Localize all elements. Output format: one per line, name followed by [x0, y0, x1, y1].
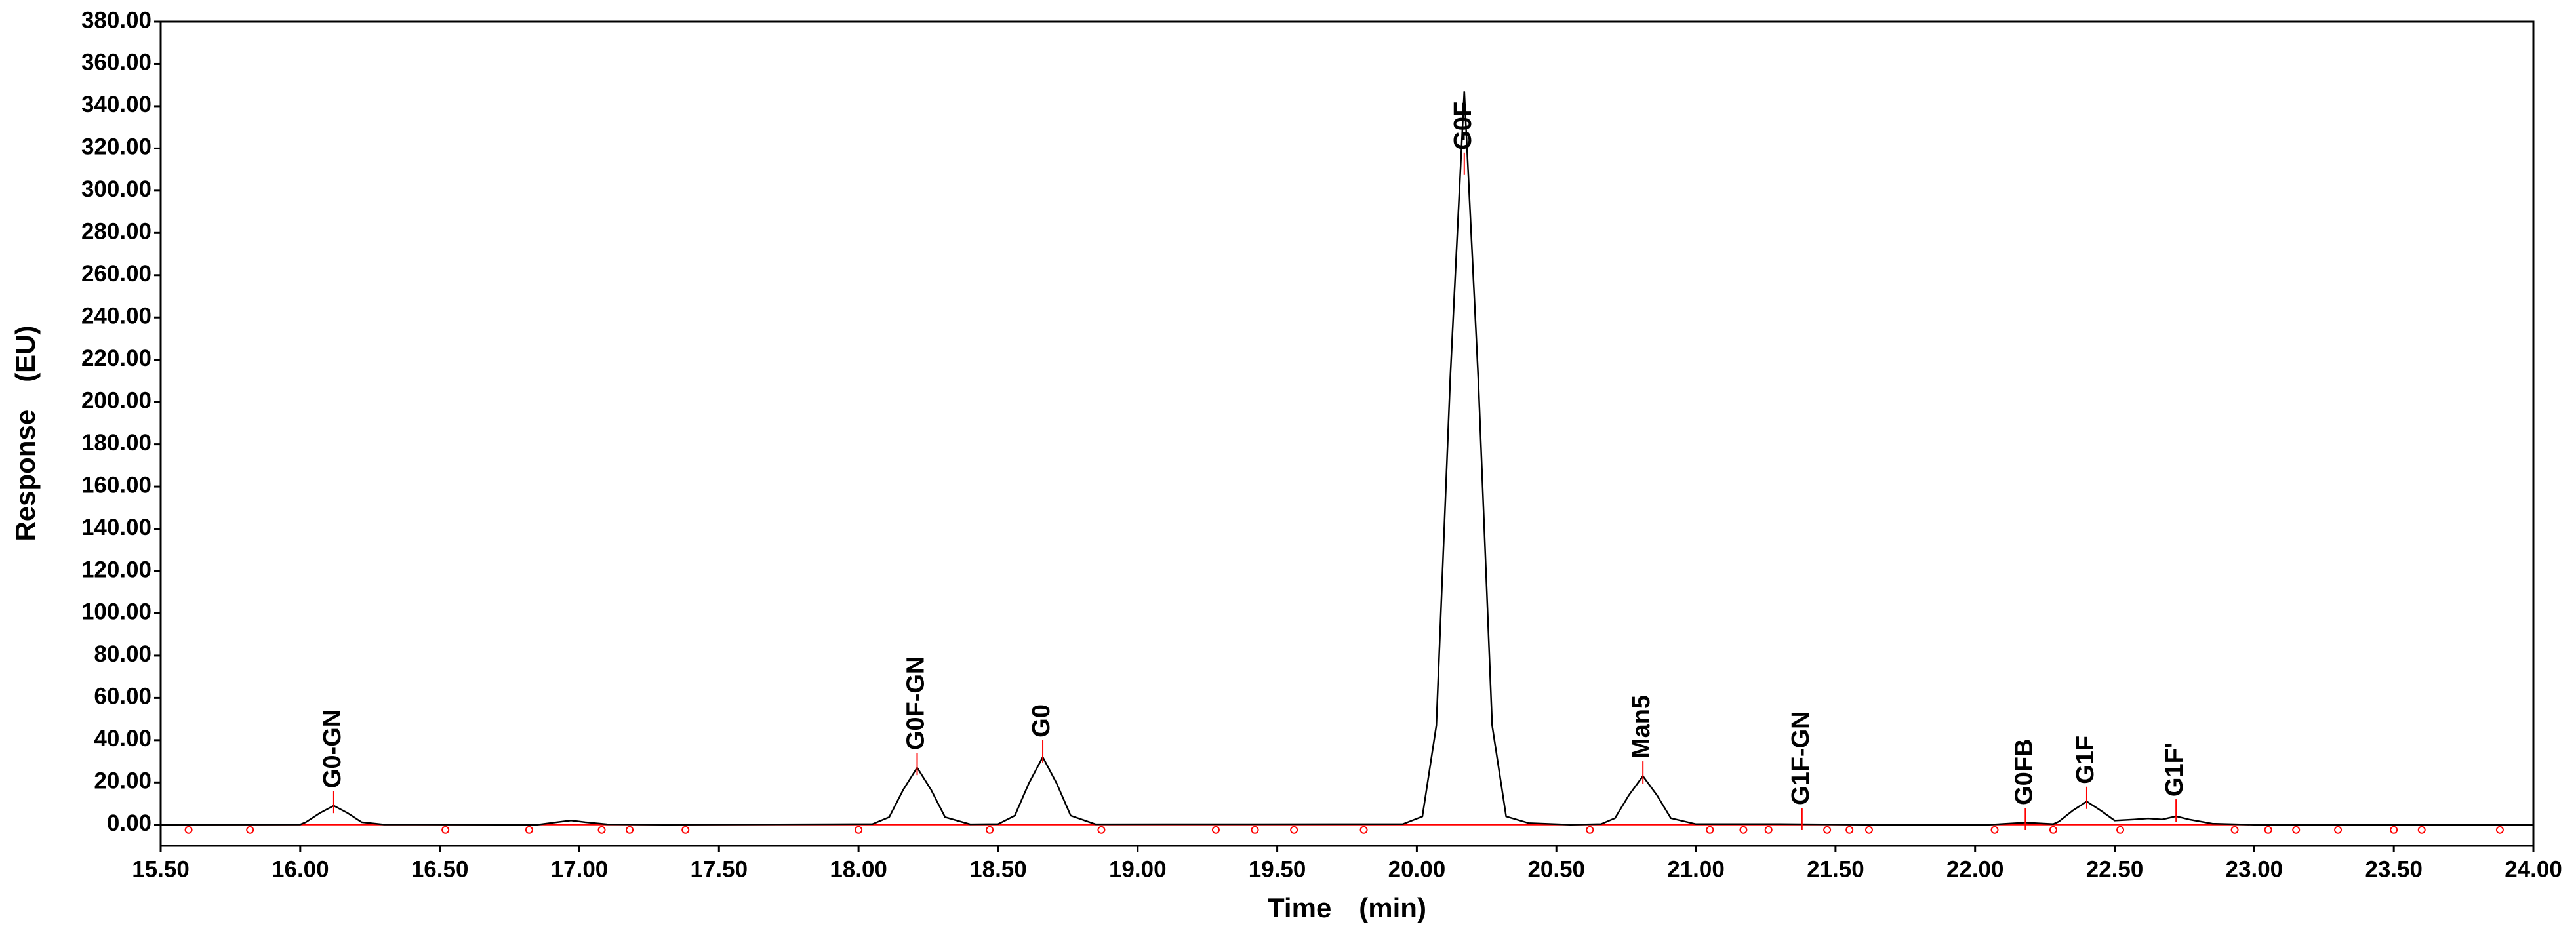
x-tick-label: 17.00 — [551, 856, 609, 882]
x-tick-label: 19.50 — [1249, 856, 1306, 882]
y-tick-label: 60.00 — [94, 684, 151, 709]
peak-boundary — [441, 826, 450, 834]
peak-boundary — [1706, 826, 1714, 834]
peak-boundary — [1211, 826, 1220, 834]
peak-boundary — [986, 826, 994, 834]
peak-label: G0F-GN — [902, 656, 930, 751]
x-tick-label: 23.50 — [2365, 856, 2423, 882]
y-tick-label: 80.00 — [94, 641, 151, 667]
peak-boundary — [1990, 826, 1999, 834]
y-tick-label: 20.00 — [94, 768, 151, 794]
y-tick-label: 300.00 — [81, 176, 151, 202]
peak-boundary — [855, 826, 863, 834]
peak-label: G1F — [2072, 736, 2099, 784]
peak-boundary — [246, 826, 254, 834]
x-tick-label: 22.50 — [2086, 856, 2144, 882]
x-axis-title: Time (min) — [1268, 892, 1426, 923]
y-tick-label: 100.00 — [81, 599, 151, 625]
x-tick-label: 23.00 — [2226, 856, 2284, 882]
peak-label: G1F' — [2161, 742, 2188, 797]
x-tick-label: 18.50 — [969, 856, 1027, 882]
peak-boundary — [184, 826, 193, 834]
peak-label: G0F — [1449, 102, 1477, 150]
peak-boundary — [2390, 826, 2398, 834]
y-tick-label: 340.00 — [81, 92, 151, 117]
peak-boundary — [1864, 826, 1873, 834]
peak-label: Man5 — [1628, 695, 1655, 759]
x-tick-label: 18.00 — [830, 856, 887, 882]
peak-boundary — [525, 826, 533, 834]
peak-boundary — [1764, 826, 1773, 834]
x-tick-label: 16.50 — [411, 856, 469, 882]
y-tick-label: 160.00 — [81, 472, 151, 498]
x-tick-label: 20.00 — [1388, 856, 1446, 882]
peak-boundary — [1097, 826, 1106, 834]
x-tick-label: 15.50 — [132, 856, 190, 882]
peak-label: G0FB — [2010, 739, 2038, 805]
peak-boundary — [2495, 826, 2504, 834]
x-tick-label: 19.00 — [1109, 856, 1167, 882]
peak-boundary — [626, 826, 634, 834]
y-tick-label: 40.00 — [94, 726, 151, 751]
peak-boundary — [1359, 826, 1368, 834]
peak-boundary — [1251, 826, 1259, 834]
x-tick-label: 17.50 — [690, 856, 748, 882]
y-tick-label: 220.00 — [81, 346, 151, 371]
peak-label: G1F-GN — [1787, 711, 1815, 805]
peak-boundary — [681, 826, 690, 834]
y-tick-label: 360.00 — [81, 50, 151, 75]
peak-boundary — [2116, 826, 2125, 834]
y-tick-label: 380.00 — [81, 7, 151, 33]
peak-label: G0 — [1028, 704, 1055, 738]
y-tick-label: 260.00 — [81, 261, 151, 287]
y-tick-label: 240.00 — [81, 303, 151, 328]
plot-frame — [159, 20, 2535, 847]
peak-boundary — [1586, 826, 1594, 834]
peak-boundary — [2334, 826, 2343, 834]
trace — [160, 91, 2533, 826]
peak-boundary — [1823, 826, 1832, 834]
y-tick-label: 320.00 — [81, 134, 151, 160]
x-tick-label: 21.50 — [1807, 856, 1864, 882]
peak-boundary — [2417, 826, 2426, 834]
peak-boundary — [2049, 826, 2057, 834]
x-tick-label: 16.00 — [272, 856, 329, 882]
peak-boundary — [1739, 826, 1748, 834]
y-tick-label: 120.00 — [81, 557, 151, 582]
y-axis-title: Response (EU) — [10, 325, 41, 541]
peak-label: G0-GN — [319, 709, 346, 788]
peak-boundary — [597, 826, 606, 834]
y-tick-label: 140.00 — [81, 515, 151, 540]
peak-boundary — [2264, 826, 2272, 834]
peak-boundary — [1290, 826, 1298, 834]
peak-boundary — [1845, 826, 1854, 834]
x-tick-label: 22.00 — [1946, 856, 2004, 882]
y-tick-label: 0.00 — [107, 810, 151, 836]
peak-boundary — [2230, 826, 2239, 834]
peak-boundary — [2292, 826, 2301, 834]
x-tick-label: 20.50 — [1527, 856, 1585, 882]
x-tick-label: 24.00 — [2505, 856, 2562, 882]
y-tick-label: 180.00 — [81, 430, 151, 456]
y-tick-label: 280.00 — [81, 219, 151, 245]
y-tick-label: 200.00 — [81, 388, 151, 413]
x-tick-label: 21.00 — [1667, 856, 1725, 882]
